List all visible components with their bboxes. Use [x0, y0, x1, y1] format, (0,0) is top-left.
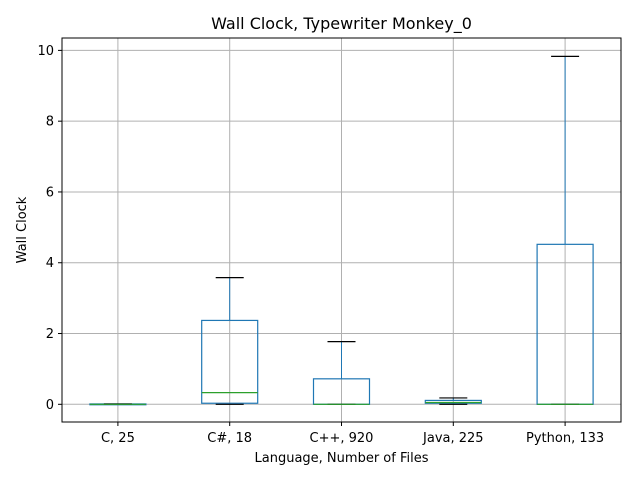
- chart-title: Wall Clock, Typewriter Monkey_0: [211, 14, 472, 34]
- box-group: [312, 341, 371, 405]
- box-group: [201, 277, 259, 405]
- x-axis-label: Language, Number of Files: [255, 451, 429, 466]
- x-tick-label: C, 25: [101, 431, 135, 446]
- box-group: [424, 397, 482, 405]
- y-axis-label: Wall Clock: [15, 196, 30, 263]
- y-tick-label: 8: [46, 115, 54, 130]
- box-series: [89, 55, 594, 406]
- axis-ticks: 0 2 4 6 8 10 C, 25 C#, 18 C++, 920 Java, 225 Pytho…: [37, 44, 604, 446]
- x-tick-label: Java, 225: [422, 431, 484, 446]
- box-group: [536, 55, 594, 405]
- y-tick-label: 10: [37, 44, 54, 59]
- y-tick-label: 2: [46, 327, 54, 342]
- y-tick-label: 4: [46, 256, 54, 271]
- y-tick-label: 6: [46, 185, 54, 200]
- box: [424, 399, 482, 404]
- x-tick-label: C++, 920: [310, 431, 374, 446]
- x-tick-label: Python, 133: [526, 431, 604, 446]
- y-tick-label: 0: [46, 398, 54, 413]
- x-tick-label: C#, 18: [207, 431, 252, 446]
- box-group: [89, 403, 147, 406]
- box: [201, 319, 259, 404]
